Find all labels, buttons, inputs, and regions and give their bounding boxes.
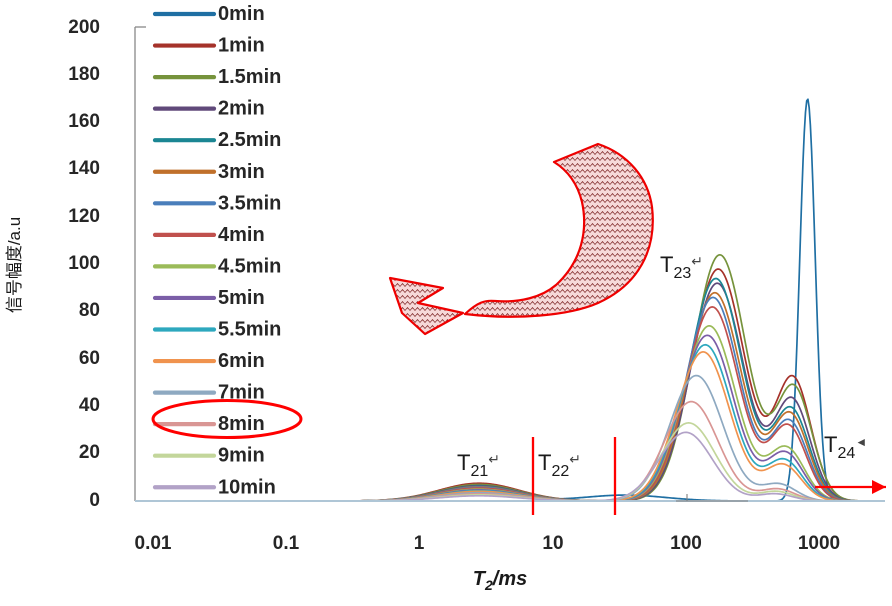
svg-text:5min: 5min [218, 287, 265, 309]
svg-text:5.5min: 5.5min [218, 319, 281, 341]
svg-text:40: 40 [79, 395, 100, 416]
svg-text:3.5min: 3.5min [218, 192, 281, 214]
svg-text:0.1: 0.1 [273, 533, 300, 554]
svg-text:120: 120 [68, 206, 100, 227]
svg-text:180: 180 [68, 64, 100, 85]
svg-text:6min: 6min [218, 350, 265, 372]
svg-text:1000: 1000 [798, 533, 840, 554]
svg-text:4min: 4min [218, 224, 265, 246]
svg-text:200: 200 [68, 17, 100, 38]
svg-text:60: 60 [79, 348, 100, 369]
svg-text:0: 0 [89, 490, 100, 511]
svg-text:140: 140 [68, 158, 100, 179]
svg-text:9min: 9min [218, 445, 265, 467]
svg-text:100: 100 [68, 253, 100, 274]
svg-text:信号幅度/a.u: 信号幅度/a.u [5, 217, 24, 313]
svg-text:T2/ms: T2/ms [473, 568, 527, 593]
svg-text:0min: 0min [218, 3, 265, 25]
svg-text:1.5min: 1.5min [218, 66, 281, 88]
svg-text:20: 20 [79, 442, 100, 463]
svg-text:4.5min: 4.5min [218, 255, 281, 277]
svg-text:2min: 2min [218, 98, 265, 120]
svg-text:100: 100 [670, 533, 702, 554]
svg-text:3min: 3min [218, 161, 265, 183]
svg-text:2.5min: 2.5min [218, 129, 281, 151]
svg-text:8min: 8min [218, 413, 265, 435]
svg-text:160: 160 [68, 111, 100, 132]
svg-text:10: 10 [542, 533, 563, 554]
svg-text:1: 1 [414, 533, 425, 554]
svg-text:0.01: 0.01 [135, 533, 172, 554]
svg-text:1min: 1min [218, 35, 265, 57]
svg-text:10min: 10min [218, 476, 276, 498]
svg-text:80: 80 [79, 300, 100, 321]
